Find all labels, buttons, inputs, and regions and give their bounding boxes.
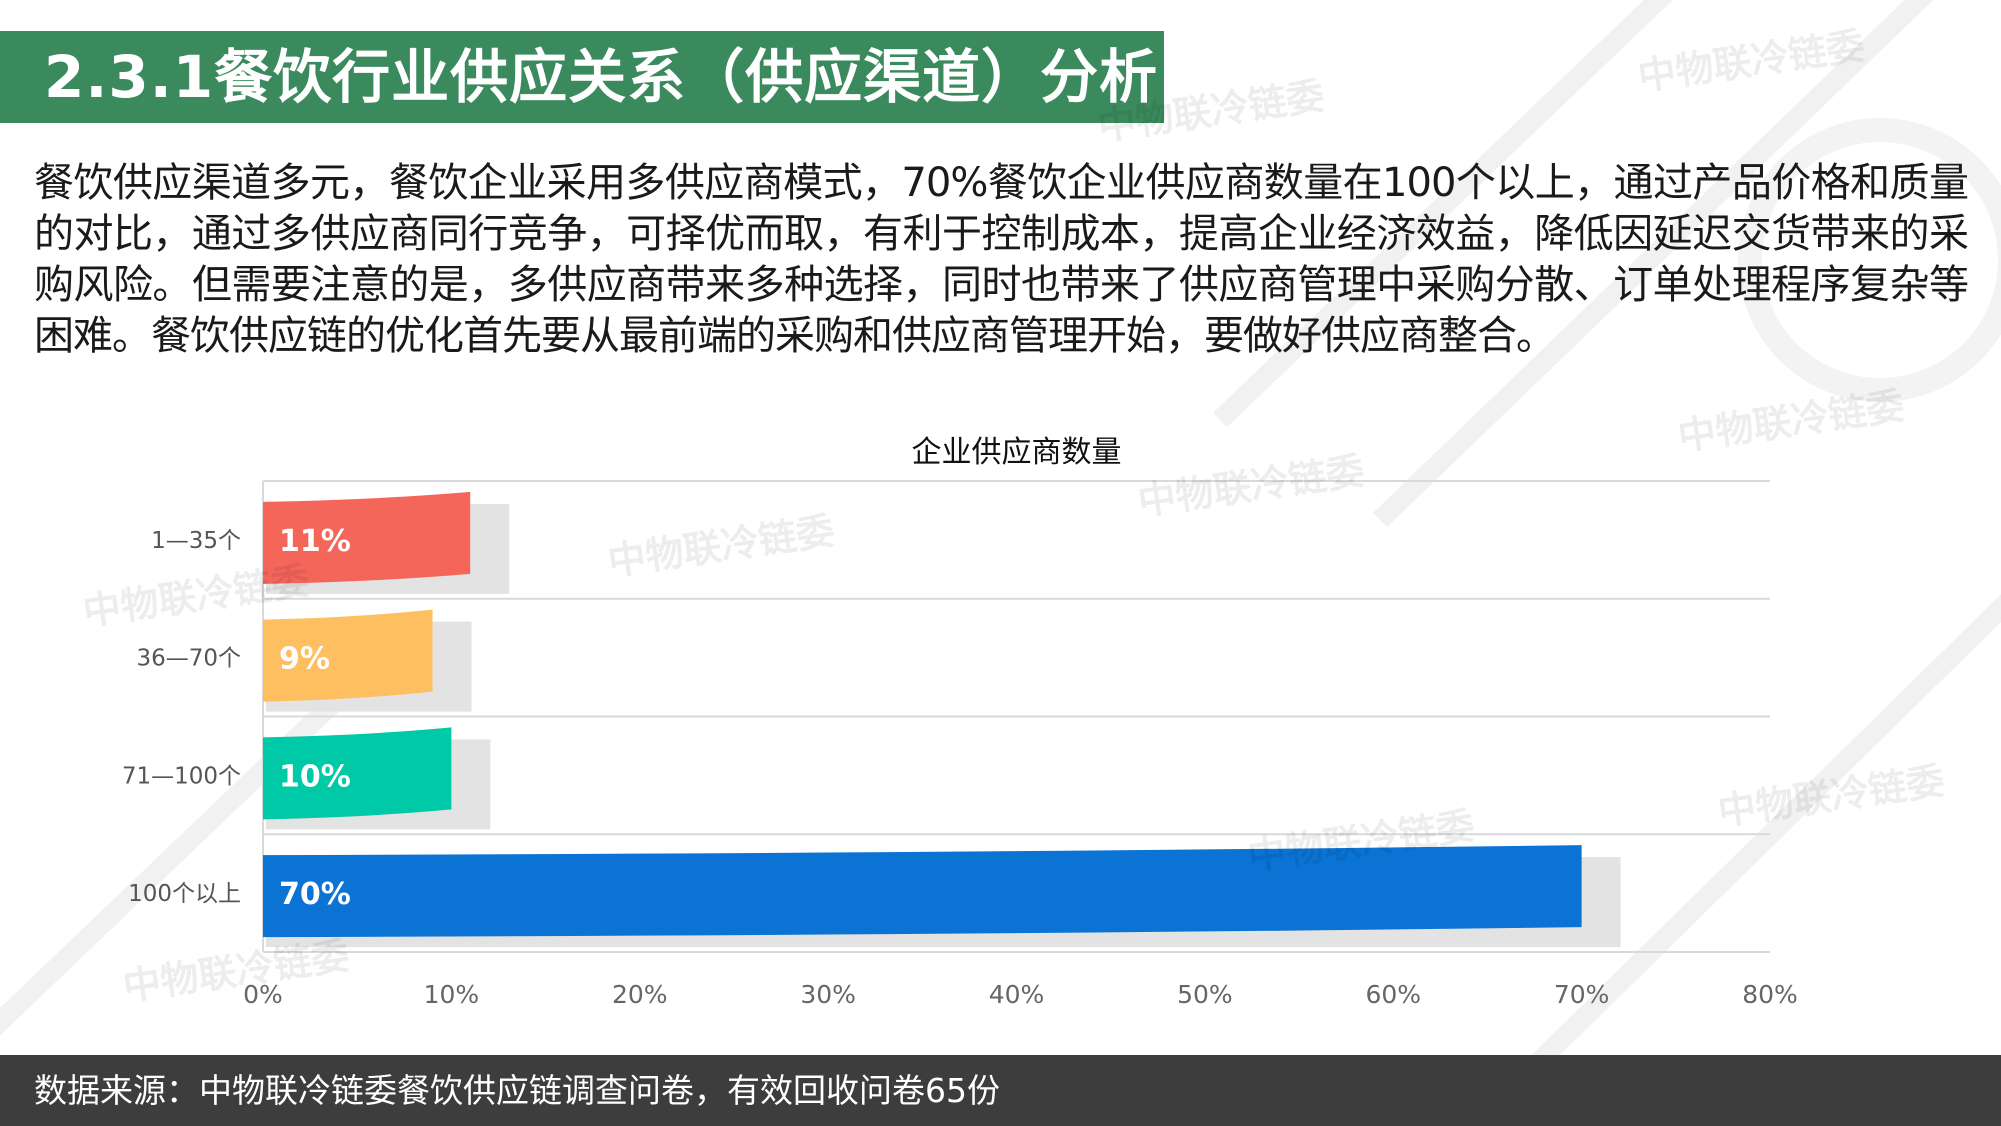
bar — [263, 609, 433, 702]
data-source-note: 数据来源：中物联冷链委餐饮供应链调查问卷，有效回收问卷65份 — [34, 1071, 1000, 1110]
title-bar: 2.3.1餐饮行业供应关系（供应渠道）分析 — [0, 31, 1164, 123]
data-label: 9% — [279, 642, 330, 677]
data-label: 11% — [279, 524, 351, 559]
x-tick-label: 40% — [989, 980, 1045, 1009]
bar — [263, 727, 452, 820]
x-tick-label: 70% — [1554, 980, 1610, 1009]
data-label: 70% — [279, 877, 351, 912]
category-label: 36—70个 — [136, 646, 241, 672]
category-label: 71—100个 — [122, 763, 241, 789]
category-label: 100个以上 — [128, 881, 241, 907]
bar — [263, 845, 1582, 938]
page-title: 2.3.1餐饮行业供应关系（供应渠道）分析 — [44, 43, 1159, 111]
x-tick-label: 50% — [1177, 980, 1233, 1009]
footer-bar: 数据来源：中物联冷链委餐饮供应链调查问卷，有效回收问卷65份 — [0, 1055, 2001, 1126]
bar — [263, 491, 471, 584]
x-tick-label: 0% — [243, 980, 283, 1009]
x-tick-label: 20% — [612, 980, 668, 1009]
x-tick-label: 30% — [800, 980, 856, 1009]
category-label: 1—35个 — [151, 528, 241, 554]
x-tick-label: 80% — [1742, 980, 1798, 1009]
data-label: 10% — [279, 759, 351, 794]
supplier-count-chart: 企业供应商数量 11% 1—35个 9% 36—70个 10% 71—100个 70% 100个… — [122, 435, 1798, 1009]
chart-title: 企业供应商数量 — [912, 435, 1122, 470]
x-tick-label: 10% — [424, 980, 480, 1009]
description-paragraph: 餐饮供应渠道多元，餐饮企业采用多供应商模式，70%餐饮企业供应商数量在100个以… — [34, 160, 1969, 359]
x-tick-label: 60% — [1365, 980, 1421, 1009]
